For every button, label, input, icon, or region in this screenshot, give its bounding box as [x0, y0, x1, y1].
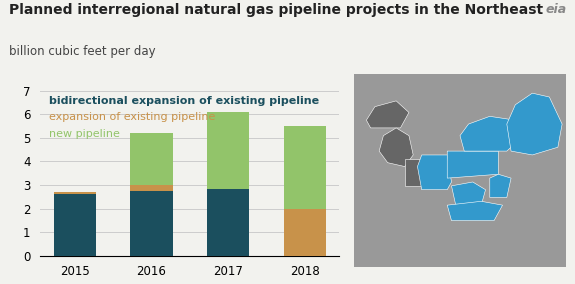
- Text: Planned interregional natural gas pipeline projects in the Northeast: Planned interregional natural gas pipeli…: [9, 3, 543, 17]
- Text: bidirectional expansion of existing pipeline: bidirectional expansion of existing pipe…: [49, 96, 319, 106]
- Polygon shape: [447, 201, 503, 221]
- Polygon shape: [447, 151, 499, 178]
- Text: expansion of existing pipeline: expansion of existing pipeline: [49, 112, 216, 122]
- Bar: [54, 192, 96, 195]
- Bar: [131, 185, 172, 191]
- Polygon shape: [507, 93, 562, 155]
- Polygon shape: [451, 182, 485, 205]
- Bar: [207, 189, 249, 256]
- Text: billion cubic feet per day: billion cubic feet per day: [9, 45, 155, 59]
- Bar: [131, 191, 172, 256]
- Polygon shape: [379, 128, 413, 166]
- Bar: [283, 126, 325, 208]
- Bar: [207, 112, 249, 189]
- Bar: [283, 208, 325, 256]
- Polygon shape: [460, 116, 520, 151]
- Polygon shape: [490, 174, 511, 197]
- Text: new pipeline: new pipeline: [49, 129, 120, 139]
- Text: eia: eia: [545, 3, 566, 16]
- Polygon shape: [417, 155, 451, 190]
- Polygon shape: [405, 159, 421, 186]
- Bar: [54, 195, 96, 256]
- Bar: [131, 133, 172, 185]
- Polygon shape: [366, 101, 409, 128]
